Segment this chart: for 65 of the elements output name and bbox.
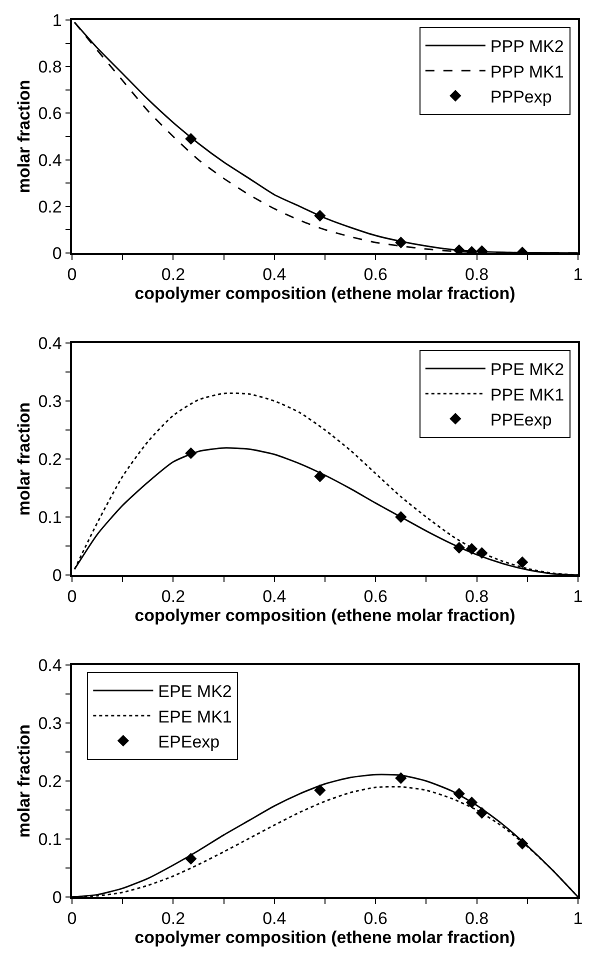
legend-label: PPE MK2 — [490, 360, 564, 380]
x-tick-label: 0.8 — [464, 265, 489, 284]
point — [466, 796, 478, 808]
x-tick-label: 1 — [573, 909, 583, 928]
point — [314, 470, 326, 482]
y-tick-label: 0.1 — [38, 830, 62, 849]
y-tick-label: 0.4 — [38, 334, 62, 353]
y-tick-label: 0.3 — [38, 714, 62, 733]
x-tick-label: 1 — [573, 587, 583, 606]
legend-label: EPE MK1 — [158, 707, 232, 726]
point — [516, 838, 528, 850]
point — [476, 807, 488, 819]
x-tick-label: 0.2 — [161, 909, 186, 928]
y-tick-label: 0.6 — [38, 104, 62, 124]
legend-label: PPP MK2 — [490, 37, 564, 56]
legend-label: PPPexp — [490, 87, 552, 106]
legend-label: PPP MK1 — [490, 62, 564, 82]
point — [516, 556, 528, 568]
x-tick-label: 0.2 — [161, 587, 186, 606]
point — [453, 542, 465, 554]
point — [314, 784, 326, 796]
point — [395, 772, 407, 784]
point — [395, 511, 407, 523]
x-tick-label: 0.6 — [364, 909, 388, 928]
y-tick-label: 0.2 — [38, 772, 62, 791]
x-axis-title: copolymer composition (ethene molar fraction) — [134, 928, 516, 948]
x-tick-label: 0.8 — [464, 909, 489, 928]
y-axis-title: molar fraction — [14, 402, 34, 516]
y-tick-label: 0.4 — [38, 150, 62, 170]
x-tick-label: 0.4 — [262, 587, 286, 606]
x-tick-label: 0 — [67, 587, 77, 606]
x-tick-label: 0.4 — [262, 265, 286, 284]
point — [476, 547, 488, 559]
x-tick-label: 0.8 — [464, 587, 489, 606]
x-axis-title: copolymer composition (ethene molar fraction) — [134, 606, 516, 626]
y-tick-label: 0 — [52, 888, 62, 907]
x-tick-label: 0 — [67, 909, 77, 928]
y-tick-label: 0.8 — [38, 58, 62, 77]
y-tick-label: 1 — [52, 10, 62, 30]
legend-label: PPE MK1 — [490, 385, 564, 404]
y-axis-title: molar fraction — [14, 724, 34, 838]
legend-label: EPE MK2 — [158, 682, 232, 702]
y-tick-label: 0.1 — [38, 508, 62, 527]
point — [453, 788, 465, 800]
y-tick-label: 0 — [52, 244, 62, 263]
y-tick-label: 0.2 — [38, 450, 62, 469]
x-axis-title: copolymer composition (ethene molar fraction) — [134, 284, 516, 304]
point — [314, 210, 326, 222]
x-tick-label: 0.2 — [161, 265, 186, 284]
y-tick-label: 0.3 — [38, 392, 62, 411]
legend-label: PPEexp — [490, 410, 552, 430]
point — [466, 543, 478, 555]
x-tick-label: 0 — [67, 265, 77, 284]
point — [185, 447, 197, 460]
y-tick-label: 0.4 — [38, 656, 62, 675]
x-tick-label: 0.6 — [364, 587, 388, 606]
x-tick-label: 1 — [573, 265, 583, 284]
point — [185, 132, 197, 145]
y-tick-label: 0.2 — [38, 197, 62, 216]
legend-label: EPEexp — [158, 732, 220, 752]
x-tick-label: 0.6 — [364, 265, 388, 284]
y-axis-title: molar fraction — [14, 80, 34, 194]
point — [185, 852, 197, 865]
x-tick-label: 0.4 — [262, 909, 286, 928]
y-tick-label: 0 — [52, 566, 62, 585]
